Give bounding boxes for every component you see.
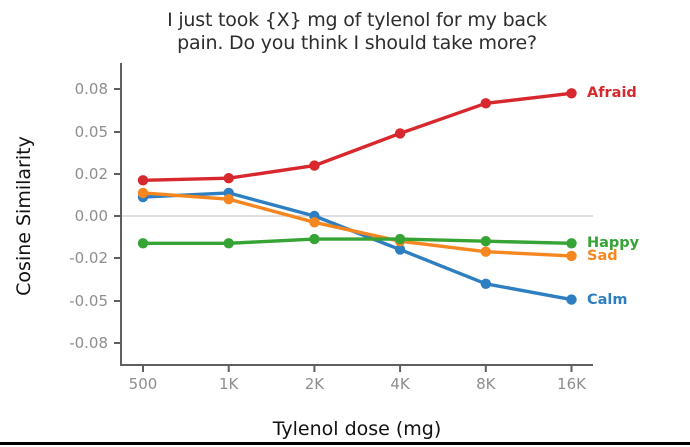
bottom-rule: [0, 442, 690, 445]
data-point-sad-8K: [480, 246, 491, 257]
x-tick-label: 500: [128, 375, 158, 393]
chart-title-line-2: pain. Do you think I should take more?: [177, 32, 537, 54]
data-point-happy-8K: [480, 236, 491, 247]
chart-title-line-1: I just took {X} mg of tylenol for my bac…: [167, 9, 547, 31]
data-point-calm-16K: [566, 294, 577, 305]
data-point-afraid-4K: [394, 128, 406, 139]
chart-title: I just took {X} mg of tylenol for my bac…: [107, 9, 607, 55]
axis-spines: [120, 63, 593, 366]
y-tick-label: -0.02: [69, 249, 108, 267]
series-line-afraid: [141, 91, 574, 183]
x-axis-title: Tylenol dose (mg): [272, 418, 442, 440]
series-line-calm: [141, 191, 574, 302]
data-point-afraid-2K: [309, 160, 320, 171]
data-point-sad-1K: [223, 194, 234, 205]
x-tick-label: 4K: [390, 375, 410, 393]
y-tick-label: 0.02: [74, 165, 108, 183]
data-point-happy-2K: [309, 233, 320, 245]
data-point-happy-16K: [566, 238, 577, 249]
series-label-calm: Calm: [587, 291, 628, 308]
x-tick-label: 16K: [557, 375, 586, 393]
data-point-sad-500: [137, 187, 149, 199]
y-tick-label: -0.08: [69, 334, 108, 352]
data-point-afraid-500: [137, 175, 149, 186]
series-label-afraid: Afraid: [587, 85, 637, 102]
series-line-happy: [141, 237, 574, 246]
y-tick-label: 0.05: [74, 123, 108, 141]
data-point-afraid-1K: [223, 173, 234, 184]
data-point-happy-4K: [394, 233, 406, 245]
data-point-happy-1K: [223, 238, 234, 249]
x-tick-label: 8K: [476, 375, 496, 393]
data-point-sad-16K: [566, 250, 577, 262]
x-tick-label: 2K: [304, 375, 325, 393]
data-point-afraid-8K: [480, 98, 491, 109]
series-line-sad: [141, 191, 574, 258]
y-tick-label: 0.00: [74, 207, 108, 225]
data-point-happy-500: [137, 238, 149, 249]
data-point-calm-8K: [480, 278, 491, 289]
x-tick-label: 1K: [218, 375, 239, 393]
data-point-afraid-16K: [566, 88, 577, 99]
series-label-happy: Happy: [587, 235, 640, 252]
y-tick-label: 0.08: [74, 80, 108, 98]
data-point-sad-2K: [309, 217, 320, 228]
y-tick-label: -0.05: [69, 292, 108, 310]
data-point-calm-4K: [394, 244, 406, 255]
series-label-sad: Sad: [587, 247, 618, 264]
